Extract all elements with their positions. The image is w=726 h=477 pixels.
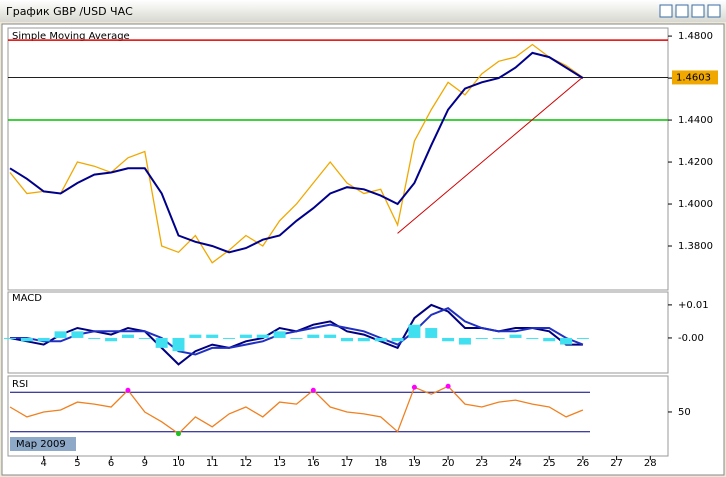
x-tick-label: 9 <box>142 458 148 469</box>
x-tick-label: 20 <box>442 458 455 469</box>
histogram-bar <box>121 334 134 338</box>
x-tick-label: 26 <box>577 458 590 469</box>
price-panel <box>7 27 669 291</box>
histogram-bar <box>105 337 118 342</box>
price-label: 1.4603 <box>676 72 711 83</box>
histogram-bar <box>374 337 387 342</box>
x-tick-label: 11 <box>206 458 219 469</box>
rsi-extreme <box>411 384 417 390</box>
period-label: Мар 2009 <box>16 439 66 450</box>
macd-line <box>10 307 584 356</box>
histogram-bar <box>138 337 151 339</box>
panel-title: MACD <box>12 293 42 304</box>
histogram-bar <box>88 337 101 339</box>
y-tick-label: 50 <box>678 407 691 418</box>
x-tick-label: 25 <box>543 458 556 469</box>
title-bar <box>0 0 726 22</box>
rsi-extreme <box>445 383 451 389</box>
histogram-bar <box>324 334 337 338</box>
chart-area <box>1 23 725 476</box>
price-label-box <box>672 70 718 85</box>
histogram-bar <box>290 337 303 339</box>
y-tick-label: 1.4000 <box>678 199 713 210</box>
price-line <box>9 385 584 435</box>
x-tick-label: 27 <box>610 458 623 469</box>
x-tick-label: 16 <box>307 458 320 469</box>
button-maximize[interactable] <box>691 4 705 18</box>
histogram-bar <box>189 334 202 338</box>
x-tick-label: 23 <box>475 458 488 469</box>
y-tick-label: -0.00 <box>678 333 704 344</box>
histogram-bar <box>526 337 539 339</box>
window-title: График GBP /USD ЧАС <box>6 5 133 18</box>
rsi-extreme <box>310 387 316 393</box>
histogram-bar <box>458 337 471 345</box>
histogram-bar <box>357 337 370 342</box>
x-tick-label: 13 <box>273 458 286 469</box>
histogram-bar <box>239 334 252 338</box>
rsi-panel <box>7 375 669 457</box>
x-tick-label: 6 <box>108 458 114 469</box>
histogram-bar <box>576 337 589 339</box>
y-tick-label: 1.3800 <box>678 241 713 252</box>
button-close[interactable] <box>707 4 721 18</box>
trend-line <box>397 76 584 234</box>
button-minimize[interactable] <box>659 4 673 18</box>
x-tick-label: 4 <box>41 458 47 469</box>
histogram-bar <box>273 331 286 338</box>
histogram-bar <box>509 334 522 338</box>
window-buttons[interactable] <box>659 4 721 18</box>
histogram-bar <box>20 337 33 342</box>
histogram-bar <box>442 337 455 342</box>
histogram-bar <box>256 334 269 338</box>
histogram-bar <box>223 337 236 339</box>
x-tick-label: 18 <box>374 458 387 469</box>
histogram-bar <box>560 337 573 345</box>
y-tick-label: 1.4800 <box>678 31 713 42</box>
x-tick-label: 19 <box>408 458 421 469</box>
rsi-extreme <box>125 387 131 393</box>
x-tick-label: 12 <box>240 458 253 469</box>
macd-panel <box>7 291 669 374</box>
x-tick-label: 24 <box>509 458 522 469</box>
y-tick-label: 1.4200 <box>678 157 713 168</box>
histogram-bar <box>408 324 421 338</box>
histogram-bar <box>54 331 67 338</box>
x-tick-label: 17 <box>341 458 354 469</box>
panel-title: Simple Moving Average <box>12 31 130 42</box>
histogram-bar <box>341 337 353 342</box>
x-tick-label: 28 <box>644 458 657 469</box>
histogram-bar <box>475 337 488 339</box>
x-tick-label: 10 <box>172 458 185 469</box>
histogram-bar <box>4 337 16 339</box>
price-line <box>9 43 584 264</box>
x-tick-label: 5 <box>74 458 80 469</box>
rsi-extreme <box>176 431 181 437</box>
button-restore[interactable] <box>675 4 689 18</box>
histogram-bar <box>37 337 50 342</box>
sma-line <box>9 51 584 254</box>
panel-title: RSI <box>12 379 28 390</box>
period-label-box <box>10 437 76 451</box>
histogram-bar <box>307 334 320 338</box>
histogram-bar <box>391 337 404 342</box>
histogram-bar <box>172 337 185 352</box>
histogram-bar <box>206 334 219 338</box>
histogram-bar <box>155 337 168 348</box>
histogram-bar <box>543 337 556 342</box>
histogram-bar <box>492 337 505 339</box>
y-tick-label: +0.01 <box>678 300 709 311</box>
y-tick-label: 1.4400 <box>678 115 713 126</box>
histogram-bar <box>71 331 84 338</box>
histogram-bar <box>425 328 438 338</box>
